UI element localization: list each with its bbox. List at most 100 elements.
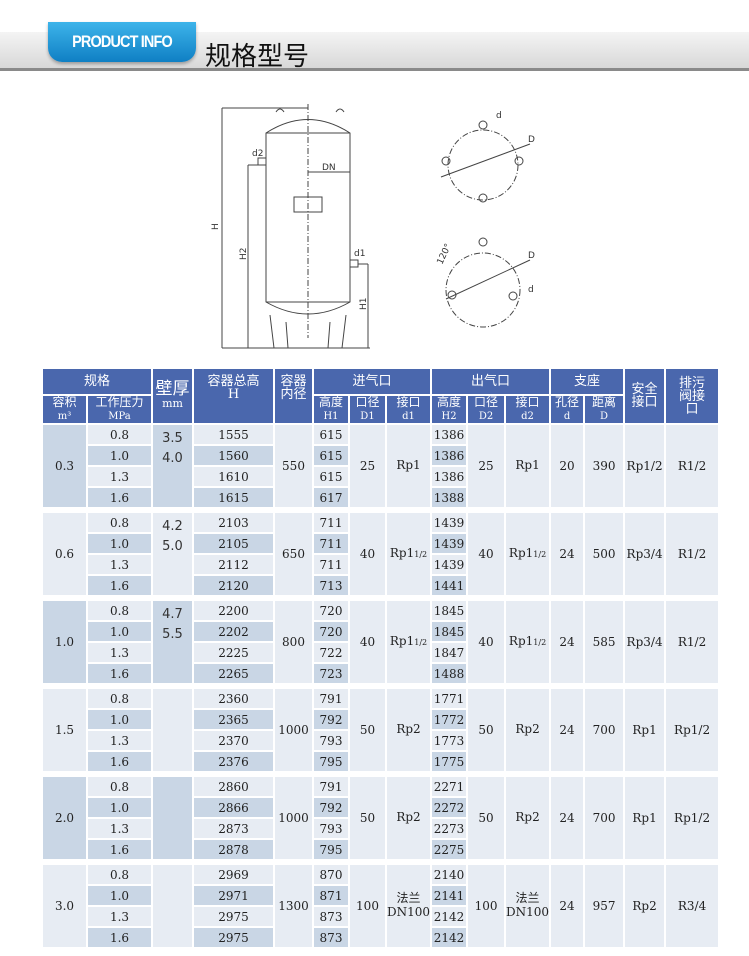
hole-dia-cell: 24 [551, 601, 584, 683]
label-d-top: d [496, 111, 502, 121]
outlet-height-cell: 1773 [432, 731, 467, 750]
inlet-height-cell: 873 [314, 907, 348, 926]
volume-cell: 3.0 [43, 865, 86, 947]
table-row: 1.0 1560 615 1386 [43, 446, 718, 465]
outlet-height-cell: 1439 [432, 534, 467, 553]
outlet-dia-cell: 100 [468, 865, 505, 947]
inlet-dia-cell: 40 [350, 601, 385, 683]
label-h2: H2 [239, 248, 249, 261]
drain-port-cell: Rp1/2 [666, 689, 719, 771]
inlet-height-cell: 720 [314, 601, 348, 620]
volume-cell: 0.6 [43, 513, 86, 595]
manhole [293, 196, 323, 213]
tank-legs [269, 314, 347, 349]
inlet-height-cell: 615 [314, 467, 348, 486]
table-row: 0.3 0.8 3.5 4.0 1555 550 615 25 Rp1 1386 25 Rp1 20 39… [43, 425, 719, 507]
inlet-height-cell: 711 [314, 555, 348, 574]
pressure-cell: 1.3 [88, 731, 151, 750]
total-height-cell: 1560 [194, 446, 273, 465]
inlet-height-cell: 713 [314, 576, 348, 595]
volume-cell: 0.3 [43, 425, 86, 507]
total-height-cell: 2370 [194, 731, 273, 750]
total-height-cell: 2860 [194, 777, 273, 796]
outlet-height-cell: 1845 [432, 622, 467, 641]
table-row: 1.3 2370 793 1773 [43, 731, 718, 750]
outlet-port-cell: Rp11/2 [506, 601, 550, 683]
subheader-pressure: 工作压力 MPa [88, 396, 151, 423]
outlet-port-cell: Rp1 [506, 425, 550, 507]
outlet-height-cell: 2273 [432, 819, 467, 838]
total-height-cell: 2112 [194, 555, 273, 574]
total-height-cell: 2365 [194, 710, 273, 729]
distance-cell: 700 [585, 777, 624, 859]
total-height-cell: 1615 [194, 488, 273, 507]
inlet-dia-cell: 40 [350, 513, 385, 595]
label-h: H [211, 223, 221, 230]
product-info-ribbon: PRODUCT INFO [48, 22, 196, 62]
inlet-height-cell: 723 [314, 664, 348, 683]
safety-port-cell: Rp1 [625, 689, 665, 771]
volume-cell: 1.0 [43, 601, 86, 683]
drain-port-cell: R1/2 [666, 513, 719, 595]
drain-port-cell: R1/2 [666, 425, 719, 507]
thickness-cell: 4.2 5.0 [153, 513, 192, 595]
header-spec: 规格 [43, 369, 151, 394]
total-height-cell: 2225 [194, 643, 273, 662]
inlet-height-cell: 870 [314, 865, 348, 884]
pressure-cell: 1.6 [88, 488, 151, 507]
outlet-height-cell: 1386 [432, 446, 467, 465]
table-row: 2.0 0.8 2860 1000 791 50 Rp2 2271 50 Rp2 24 700 Rp1 R… [43, 777, 719, 859]
subheader-in_dia: 口径 D1 [350, 396, 385, 423]
outlet-port-cell: Rp2 [506, 777, 550, 859]
outlet-height-cell: 2142 [432, 907, 467, 926]
inlet-height-cell: 792 [314, 710, 348, 729]
label-D-bottom: D [528, 251, 535, 261]
inlet-port-cell: Rp2 [387, 689, 431, 771]
total-height-cell: 2103 [194, 513, 273, 532]
pressure-cell: 1.6 [88, 752, 151, 771]
safety-port-cell: Rp1/2 [625, 425, 665, 507]
inlet-port-cell: Rp1 [387, 425, 431, 507]
pressure-cell: 1.3 [88, 555, 151, 574]
outlet-height-cell: 1847 [432, 643, 467, 662]
table-row: 1.6 2878 795 2275 [43, 840, 718, 859]
pressure-cell: 1.6 [88, 840, 151, 859]
inner-dia-cell: 650 [275, 513, 312, 595]
label-angle: 120° [436, 242, 454, 266]
inner-dia-cell: 1300 [275, 865, 312, 947]
outlet-height-cell: 1775 [432, 752, 467, 771]
safety-port-cell: Rp3/4 [625, 601, 665, 683]
table-row: 1.6 2120 713 1441 [43, 576, 718, 595]
outlet-height-cell: 2141 [432, 886, 467, 905]
outlet-dia-cell: 50 [468, 689, 505, 771]
outlet-height-cell: 1386 [432, 425, 467, 444]
distance-cell: 700 [585, 689, 624, 771]
inner-dia-cell: 800 [275, 601, 312, 683]
inlet-port-cell: Rp11/2 [387, 513, 431, 595]
bolt-circle-4 [447, 129, 519, 201]
ribbon-label: PRODUCT INFO [72, 32, 173, 51]
drain-port-cell: R3/4 [666, 865, 719, 947]
inlet-port-cell: Rp11/2 [387, 601, 431, 683]
thickness-cell [153, 689, 192, 771]
volume-cell: 1.5 [43, 689, 86, 771]
inlet-port-cell: 法兰 DN100 [387, 865, 431, 947]
distance-cell: 390 [585, 425, 624, 507]
inner-dia-cell: 1000 [275, 777, 312, 859]
table-row: 1.6 1615 617 1388 [43, 488, 718, 507]
inlet-dia-cell: 25 [350, 425, 385, 507]
drain-port-cell: Rp1/2 [666, 777, 719, 859]
label-D-top: D [528, 135, 535, 145]
distance-cell: 500 [585, 513, 624, 595]
spec-table: 规格 壁厚 mm 容器总高 H 容器内径 进气口 出气口 支座 安全接口 排污阀接口… [41, 367, 720, 949]
total-height-cell: 2105 [194, 534, 273, 553]
total-height-cell: 2975 [194, 928, 273, 947]
pressure-cell: 1.6 [88, 576, 151, 595]
table-row: 3.0 0.8 2969 1300 870 100 法兰 DN100 2140 100 法兰 DN… [43, 865, 719, 947]
outlet-height-cell: 1845 [432, 601, 467, 620]
total-height-cell: 2360 [194, 689, 273, 708]
inlet-height-cell: 615 [314, 425, 348, 444]
total-height-cell: 2873 [194, 819, 273, 838]
outlet-height-cell: 1771 [432, 689, 467, 708]
header-inlet: 进气口 [314, 369, 431, 394]
